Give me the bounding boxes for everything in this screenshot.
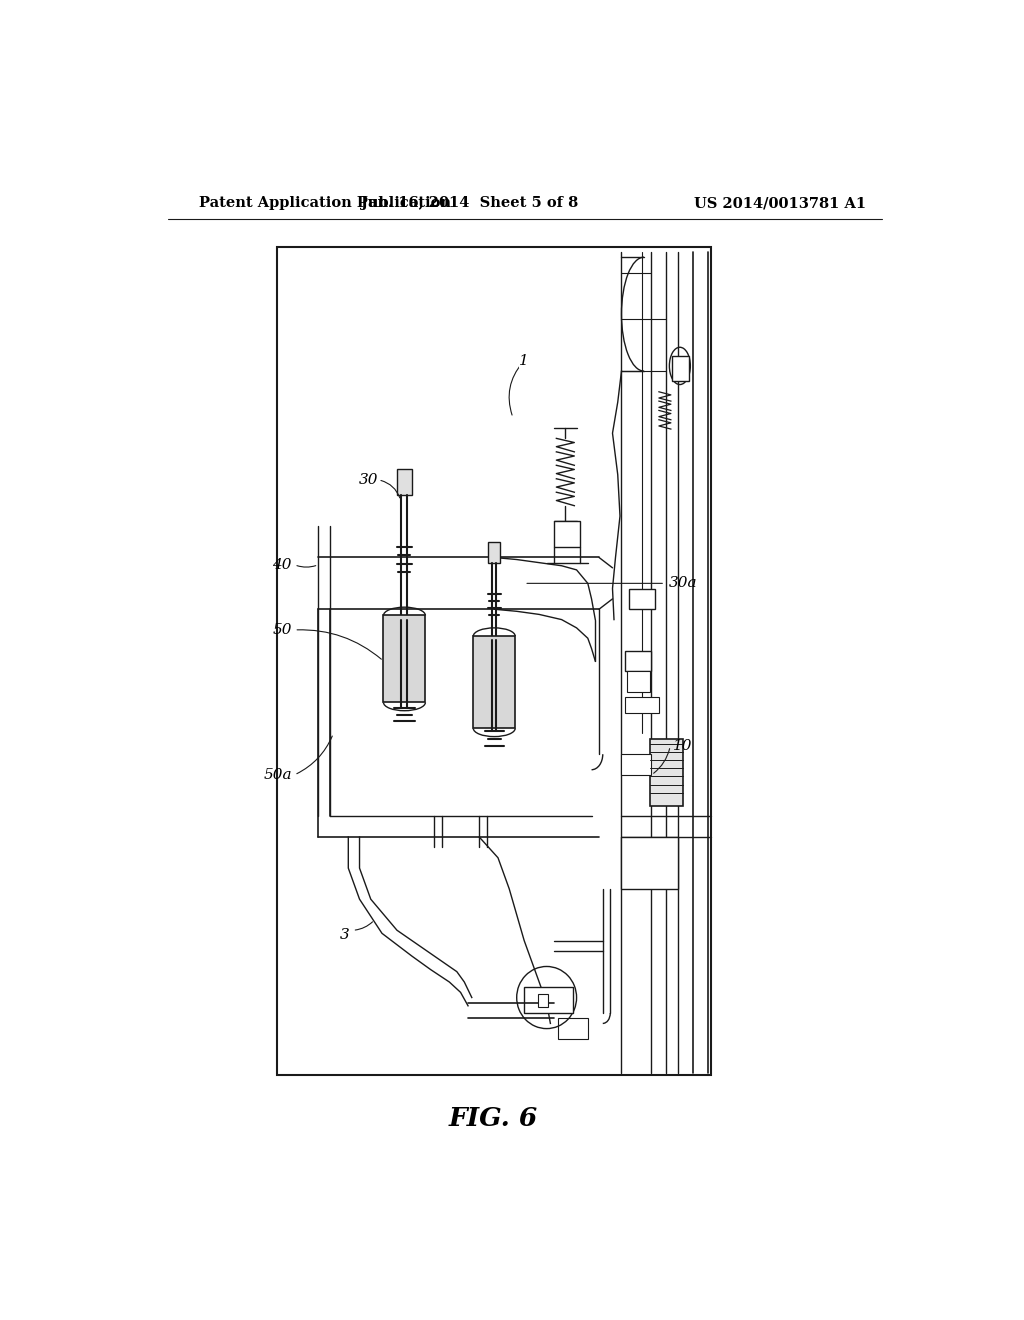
Text: US 2014/0013781 A1: US 2014/0013781 A1 xyxy=(694,197,866,210)
Text: Jan. 16, 2014  Sheet 5 of 8: Jan. 16, 2014 Sheet 5 of 8 xyxy=(360,197,578,210)
Text: 10: 10 xyxy=(673,739,692,752)
Text: 1: 1 xyxy=(519,354,529,368)
Text: 3: 3 xyxy=(340,928,349,942)
Bar xyxy=(626,697,658,713)
Text: 50: 50 xyxy=(272,623,292,638)
Bar xyxy=(524,987,572,1012)
Text: 50a: 50a xyxy=(263,768,292,781)
Text: FIG. 6: FIG. 6 xyxy=(449,1106,538,1131)
Bar xyxy=(622,837,678,888)
Bar xyxy=(673,355,689,381)
Text: 40: 40 xyxy=(272,558,292,572)
Bar xyxy=(397,470,412,495)
Bar xyxy=(622,754,651,775)
Bar xyxy=(488,543,501,562)
Bar xyxy=(554,521,581,546)
Bar xyxy=(626,651,651,672)
Bar xyxy=(629,589,655,610)
Bar xyxy=(473,636,515,729)
Bar xyxy=(628,672,650,692)
Bar xyxy=(538,994,548,1007)
Text: Patent Application Publication: Patent Application Publication xyxy=(200,197,452,210)
Bar xyxy=(558,1018,588,1039)
Bar xyxy=(650,739,683,807)
Bar xyxy=(278,247,712,1076)
Text: 30: 30 xyxy=(358,473,378,487)
Text: 30a: 30a xyxy=(669,577,697,590)
Bar xyxy=(383,615,425,702)
